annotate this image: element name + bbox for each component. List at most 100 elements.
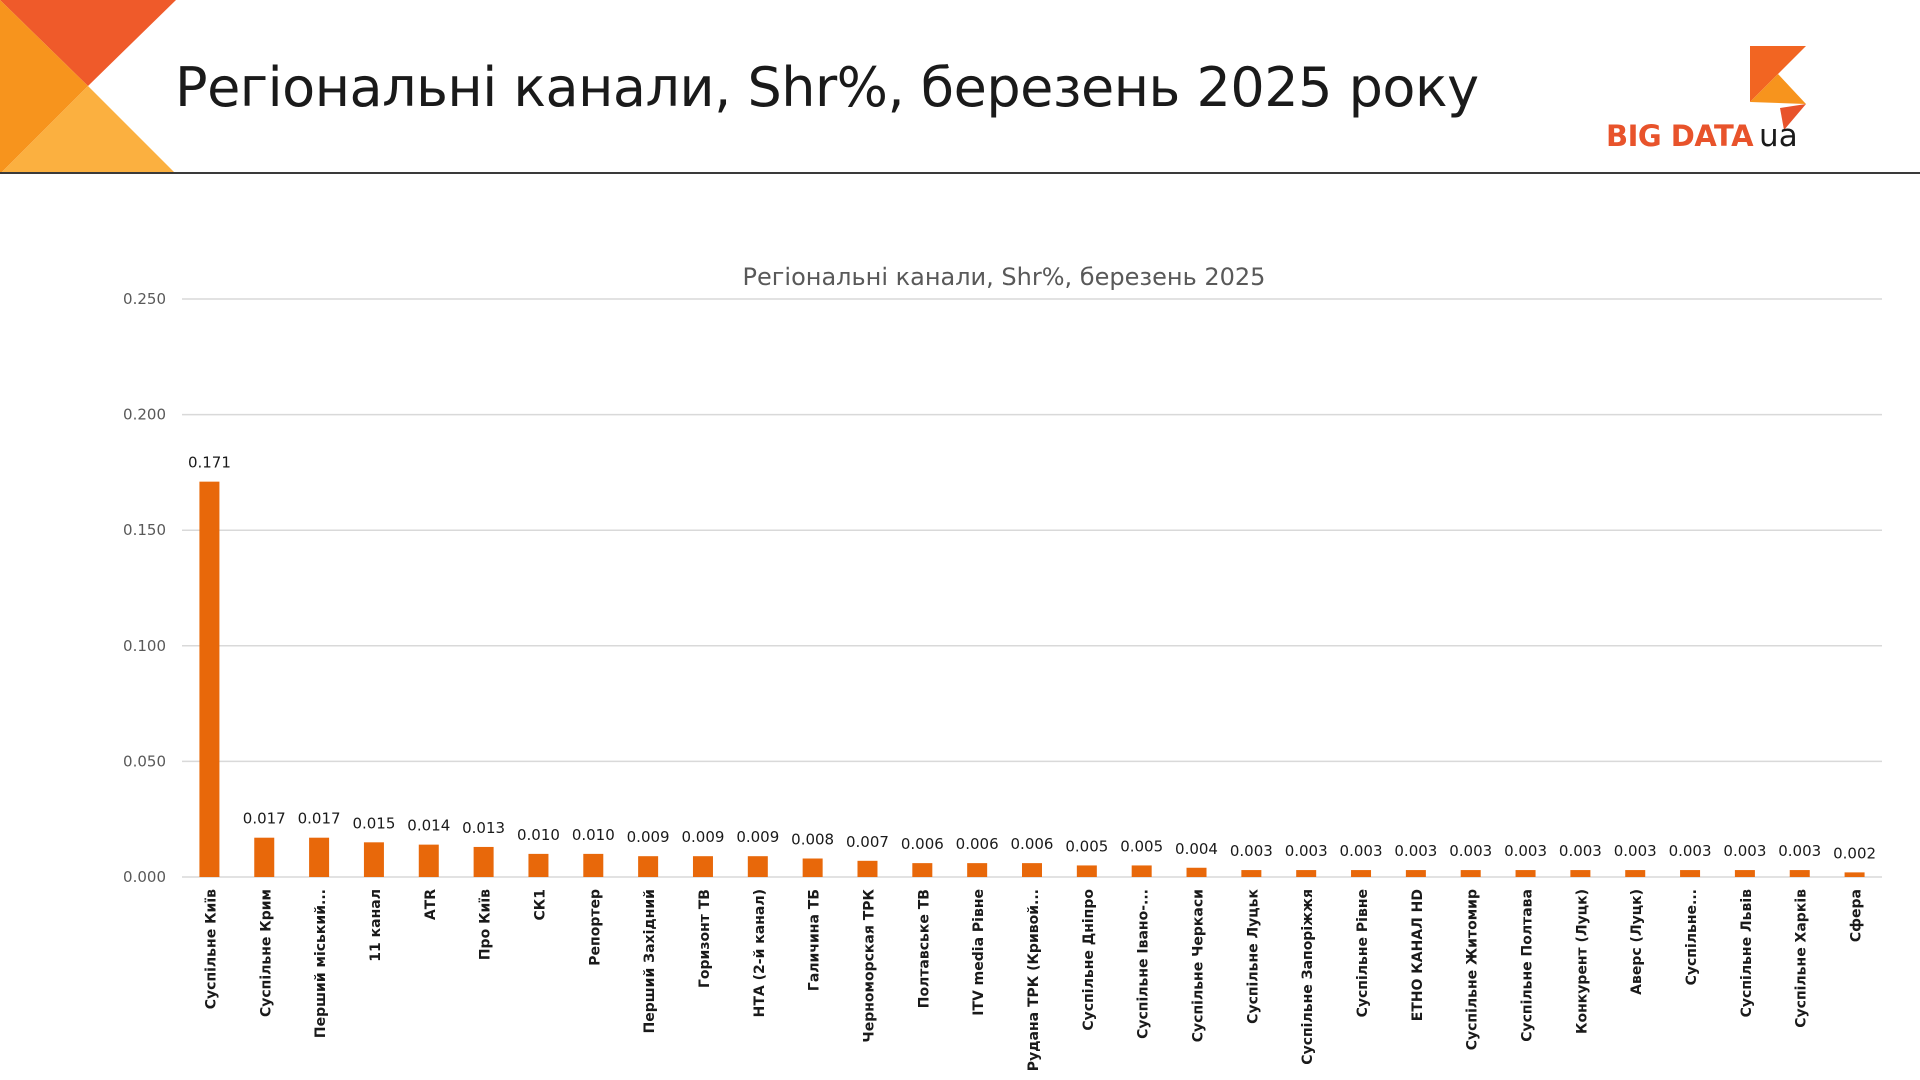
- x-tick-label: Суспільне Рівне: [1355, 889, 1371, 1017]
- x-tick-label: Суспільне Крим: [258, 889, 274, 1017]
- bar: [418, 844, 439, 877]
- data-label: 0.003: [1394, 842, 1437, 860]
- data-label: 0.006: [1011, 835, 1054, 853]
- bar: [1789, 870, 1810, 877]
- y-tick-label: 0.200: [123, 406, 166, 424]
- bar: [1076, 865, 1097, 877]
- x-tick-label: Суспільне Харків: [1794, 889, 1810, 1028]
- x-tick-label: Полтавське ТВ: [916, 889, 932, 1008]
- data-label: 0.003: [1285, 842, 1328, 860]
- bar: [473, 846, 494, 877]
- data-label: 0.017: [298, 810, 341, 828]
- x-tick-label: Репортер: [587, 889, 603, 966]
- data-label: 0.005: [1120, 837, 1163, 855]
- x-tick-label: СК1: [532, 889, 548, 920]
- bar: [1405, 870, 1426, 877]
- bar: [857, 860, 878, 877]
- data-label: 0.006: [901, 835, 944, 853]
- data-label: 0.003: [1723, 842, 1766, 860]
- x-tick-label: Аверс (Луцк): [1629, 889, 1645, 995]
- x-tick-label: Суспільне Полтава: [1520, 889, 1536, 1042]
- data-label: 0.003: [1614, 842, 1657, 860]
- logo-suffix: ua: [1759, 118, 1798, 154]
- bar: [1625, 870, 1646, 877]
- bar: [1570, 870, 1591, 877]
- data-label: 0.014: [407, 817, 450, 835]
- bar: [363, 842, 384, 877]
- bar: [967, 863, 988, 877]
- data-label: 0.015: [352, 814, 395, 832]
- data-label: 0.007: [846, 833, 889, 851]
- bar: [638, 856, 659, 877]
- bar: [199, 481, 220, 877]
- bar: [1022, 863, 1042, 877]
- data-label: 0.003: [1778, 842, 1821, 860]
- slide-header: Регіональні канали, Shr%, березень 2025 …: [0, 0, 1920, 174]
- bar: [912, 863, 933, 877]
- bar: [692, 856, 713, 877]
- x-tick-label: Сфера: [1849, 889, 1865, 942]
- data-label: 0.004: [1175, 840, 1218, 858]
- y-tick-label: 0.250: [123, 290, 166, 308]
- x-tick-label: Суспільне Київ: [203, 889, 219, 1009]
- x-tick-label: Конкурент (Луцк): [1574, 889, 1590, 1034]
- bar: [528, 853, 549, 877]
- x-tick-label: Про Київ: [478, 889, 494, 960]
- x-tick-label: Галичина ТБ: [807, 889, 823, 991]
- y-tick-label: 0.150: [123, 521, 166, 539]
- data-label: 0.002: [1833, 844, 1876, 862]
- bar: [1296, 870, 1317, 877]
- bar: [1241, 870, 1262, 877]
- bar: [254, 837, 275, 877]
- x-tick-label: Рудана ТРК (Кривой...: [1026, 889, 1042, 1071]
- logo-brand: BIG DATA: [1606, 119, 1754, 153]
- x-tick-label: Горизонт ТВ: [697, 889, 713, 988]
- data-label: 0.005: [1065, 837, 1108, 855]
- x-tick-label: Суспільне Житомир: [1465, 889, 1481, 1050]
- data-label: 0.009: [627, 828, 670, 846]
- x-tick-label: Суспільне Черкаси: [1191, 889, 1207, 1042]
- x-tick-label: ЕТНО КАНАЛ HD: [1410, 889, 1426, 1021]
- bar: [309, 837, 330, 877]
- gridlines: [182, 298, 1882, 878]
- data-label: 0.006: [956, 835, 999, 853]
- data-label: 0.013: [462, 819, 505, 837]
- bar: [583, 853, 604, 877]
- logo-mark-icon: [1750, 46, 1806, 130]
- data-label: 0.010: [517, 826, 560, 844]
- x-tick-label: Перший міський...: [313, 889, 329, 1038]
- data-label: 0.009: [681, 828, 724, 846]
- data-label: 0.003: [1230, 842, 1273, 860]
- bar: [1186, 867, 1207, 877]
- data-label: 0.009: [736, 828, 779, 846]
- y-tick-label: 0.000: [123, 868, 166, 886]
- bar: [1680, 870, 1701, 877]
- bar: [1460, 870, 1481, 877]
- data-label: 0.010: [572, 826, 615, 844]
- chart-title: Регіональні канали, Shr%, березень 2025: [743, 263, 1266, 291]
- bar: [747, 856, 768, 877]
- x-tick-label: Суспільне Івано-...: [1136, 889, 1152, 1039]
- bar: [1515, 870, 1536, 877]
- x-tick-label: ITV media Рівне: [971, 889, 987, 1016]
- x-tick-label: Перший Західний: [642, 889, 658, 1033]
- logo-text: BIG DATA ua: [1606, 118, 1798, 154]
- x-tick-label: НТА (2-й канал): [752, 889, 768, 1017]
- y-axis-ticks: 0.000 0.050 0.100 0.150 0.200 0.250: [123, 290, 166, 886]
- bar: [802, 858, 823, 877]
- corner-decoration: [0, 0, 176, 174]
- x-tick-label: Суспільне...: [1684, 889, 1700, 985]
- x-tick-label: Суспільне Луцьк: [1245, 889, 1261, 1024]
- data-label: 0.003: [1449, 842, 1492, 860]
- x-tick-label: АТR: [423, 889, 439, 920]
- data-label: 0.003: [1340, 842, 1383, 860]
- y-tick-label: 0.100: [123, 637, 166, 655]
- data-label: 0.003: [1504, 842, 1547, 860]
- x-tick-label: Суспільне Запоріжжя: [1300, 889, 1316, 1065]
- header-divider: [0, 172, 1920, 174]
- data-label: 0.003: [1669, 842, 1712, 860]
- bar: [1844, 872, 1865, 877]
- x-axis-ticks: Суспільне Київ Суспільне Крим Перший міськ…: [203, 888, 1864, 1071]
- data-label: 0.171: [188, 454, 231, 472]
